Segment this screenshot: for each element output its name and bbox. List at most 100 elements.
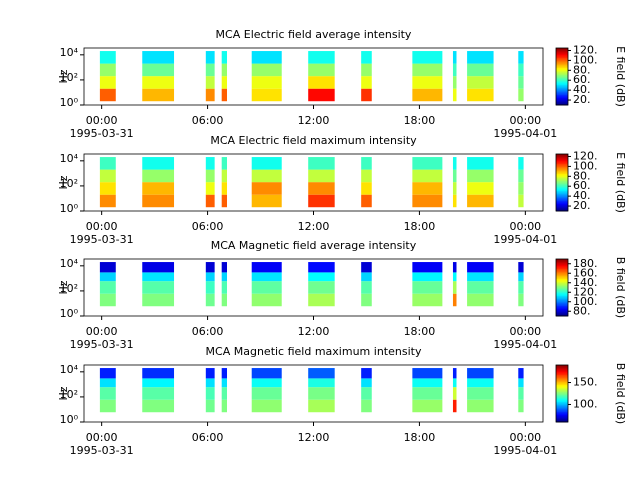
spectrogram-cell	[142, 293, 175, 307]
colorbar-stripe	[556, 171, 568, 174]
colorbar-label: B field (dB)	[614, 363, 627, 424]
colorbar-stripe	[556, 60, 568, 63]
colorbar-stripe	[556, 73, 568, 76]
colorbar-tick-label: 80.	[573, 63, 591, 76]
colorbar-stripe	[556, 412, 568, 414]
colorbar-frame	[555, 47, 569, 106]
spectrogram-cell	[518, 387, 524, 400]
colorbar-stripe	[556, 377, 568, 380]
spectrogram-cell	[221, 63, 227, 77]
colorbar-stripe	[556, 55, 568, 58]
x-date-label: 1995-03-31	[70, 338, 134, 351]
x-tick-label: 00:00	[86, 114, 118, 127]
colorbar-stripe	[556, 367, 568, 370]
colorbar-stripe	[556, 306, 568, 308]
spectrogram-cell	[518, 88, 524, 102]
spectrogram-cell	[251, 76, 282, 89]
colorbar-stripe	[556, 168, 568, 171]
spectrogram-cell	[99, 51, 116, 64]
spectrogram-cell	[99, 194, 116, 208]
spectrogram-cell	[518, 51, 524, 64]
colorbar-stripe	[556, 166, 568, 169]
spectrogram-cell	[308, 387, 335, 400]
spectrogram-cell	[221, 182, 227, 195]
spectrogram-cell	[142, 387, 175, 400]
spectrogram-cell	[412, 76, 443, 89]
spectrogram-cell	[142, 157, 175, 170]
spectrogram-cell	[221, 378, 227, 388]
colorbar-stripe	[556, 86, 568, 89]
spectrogram-cell	[518, 281, 524, 294]
x-tick-label: 18:00	[404, 220, 436, 233]
colorbar-stripe	[556, 56, 568, 59]
colorbar-stripe	[556, 416, 568, 419]
colorbar-stripe	[556, 59, 568, 62]
colorbar-stripe	[556, 209, 568, 212]
spectrogram-cell	[361, 157, 372, 170]
spectrogram-cell	[308, 378, 335, 388]
spectrogram-cell	[308, 272, 335, 282]
colorbar-stripe	[556, 400, 568, 403]
colorbar-stripe	[556, 208, 568, 211]
colorbar-stripe	[556, 283, 568, 286]
x-tick-label: 12:00	[298, 220, 330, 233]
colorbar-stripe	[556, 374, 568, 377]
colorbar-stripe	[556, 294, 568, 297]
colorbar-tick-label: 20.	[573, 93, 591, 106]
spectrogram-cell	[467, 387, 494, 400]
colorbar-tick-label: 60.	[573, 179, 591, 192]
colorbar-stripe	[556, 276, 568, 279]
colorbar-stripe	[556, 93, 568, 96]
colorbar-stripe	[556, 386, 568, 389]
colorbar-stripe	[556, 193, 568, 196]
spectrogram-cell	[361, 88, 372, 102]
spectrogram-cell	[308, 293, 335, 307]
colorbar-stripe	[556, 48, 568, 50]
spectrogram-cell	[361, 281, 372, 294]
colorbar-stripe	[556, 280, 568, 283]
colorbar-stripe	[556, 182, 568, 185]
colorbar-label: B field (dB)	[614, 257, 627, 318]
x-date-label: 1995-04-01	[493, 233, 557, 246]
colorbar-stripe	[556, 202, 568, 205]
spectrogram-cell	[518, 378, 524, 388]
panel-title: MCA Magnetic field average intensity	[211, 239, 417, 252]
colorbar-stripe	[556, 308, 568, 311]
colorbar-stripe	[556, 196, 568, 199]
spectrogram-cell	[361, 272, 372, 282]
colorbar-stripe	[556, 410, 568, 413]
colorbar-stripe	[556, 159, 568, 162]
spectrogram-cell	[412, 194, 443, 208]
y-axis-label: Hz	[57, 386, 70, 400]
spectrogram-cell	[452, 272, 457, 282]
spectrogram-cell	[205, 262, 215, 273]
colorbar-stripe	[556, 89, 568, 92]
spectrogram-cell	[251, 293, 282, 307]
y-tick-label: 10⁰	[60, 413, 79, 426]
colorbar-stripe	[556, 409, 568, 412]
colorbar-stripe	[556, 52, 568, 55]
colorbar-stripe	[556, 49, 568, 52]
colorbar-tick-label: 80.	[573, 304, 591, 317]
spectrogram-cell	[251, 272, 282, 282]
spectrogram-cell	[467, 281, 494, 294]
colorbar-stripe	[556, 195, 568, 198]
spectrogram-cell	[99, 281, 116, 294]
spectrogram-cell	[467, 194, 494, 208]
colorbar-stripe	[556, 376, 568, 379]
spectrogram-cell	[518, 169, 524, 183]
colorbar-stripe	[556, 402, 568, 404]
spectrogram-cell	[518, 293, 524, 307]
spectrogram-cell	[221, 76, 227, 89]
spectrogram-cell	[467, 157, 494, 170]
x-tick-label: 00:00	[509, 431, 541, 444]
spectrogram-cell	[452, 378, 457, 388]
spectrogram-cell	[452, 63, 457, 77]
colorbar-stripe	[556, 99, 568, 102]
colorbar-stripe	[556, 365, 568, 367]
spectrogram-cell	[467, 182, 494, 195]
colorbar-stripe	[556, 270, 568, 273]
y-tick-label: 10⁰	[60, 307, 79, 320]
colorbar-stripe	[556, 176, 568, 179]
spectrogram-cell	[518, 272, 524, 282]
